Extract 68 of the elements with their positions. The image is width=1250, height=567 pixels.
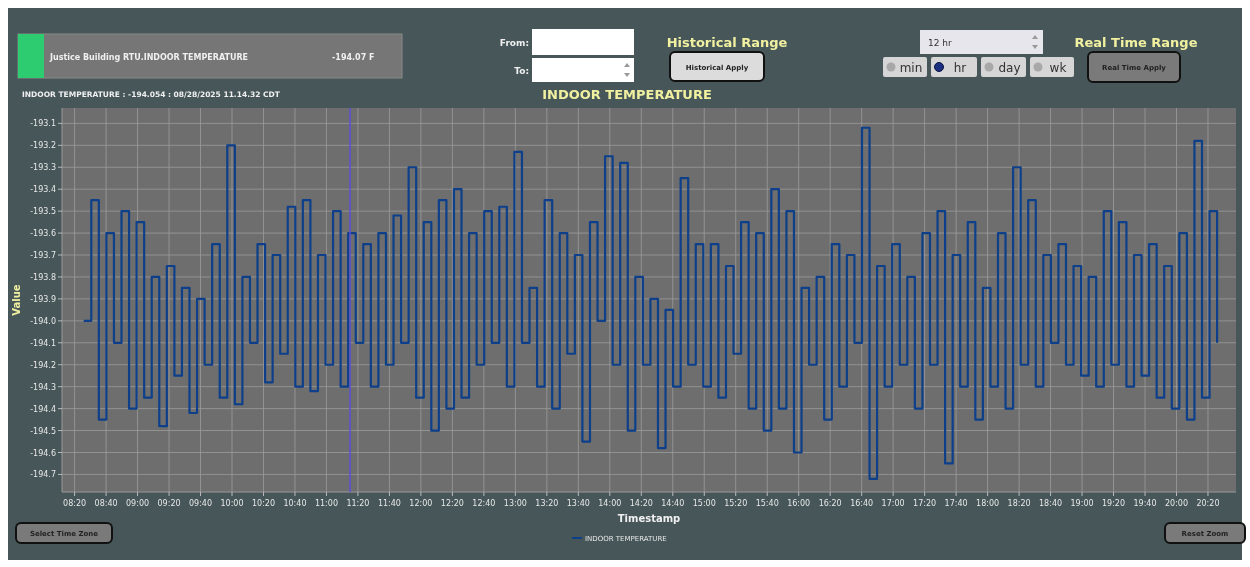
y-tick-label: -193.4 (30, 185, 56, 195)
x-tick-label: 13:00 (503, 499, 527, 508)
x-tick-label: 11:00 (314, 499, 338, 508)
text: hr (953, 61, 967, 75)
y-tick-label: -193.2 (30, 141, 56, 151)
y-tick-label: -193.7 (30, 251, 56, 261)
x-tick-label: 14:40 (661, 499, 685, 508)
x-tick-label: 18:20 (1007, 499, 1031, 508)
x-tick-label: 13:40 (566, 499, 590, 508)
y-tick-label: -193.5 (30, 207, 56, 217)
y-tick-label: -193.6 (30, 229, 56, 239)
y-tick-label: -194.3 (30, 382, 56, 392)
x-tick-label: 17:00 (881, 499, 905, 508)
y-tick-label: -194.5 (30, 426, 56, 436)
y-tick-label: -194.7 (30, 470, 56, 480)
x-tick-label: 16:20 (818, 499, 842, 508)
x-tick-label: 08:40 (94, 499, 118, 508)
y-tick-label: -194.4 (30, 404, 56, 414)
y-tick-label: -194.6 (30, 448, 56, 458)
x-tick-label: 19:40 (1133, 499, 1157, 508)
x-tick-label: 15:20 (724, 499, 748, 508)
y-tick-label: -193.3 (30, 163, 56, 173)
x-tick-label: 18:40 (1039, 499, 1063, 508)
x-tick-label: 10:20 (251, 499, 276, 508)
x-tick-label: 09:00 (126, 499, 150, 508)
x-tick-label: 14:20 (629, 499, 653, 508)
x-tick-label: 16:40 (850, 499, 874, 508)
x-tick-label: 13:20 (535, 499, 559, 508)
x-tick-label: 18:00 (976, 499, 1000, 508)
text: min (899, 61, 923, 75)
x-tick-label: 17:20 (913, 499, 937, 508)
text: Justice Building RTU.INDOOR TEMPERATURE (49, 53, 249, 62)
text: Historical Range (666, 35, 788, 50)
text: 12 hr (928, 38, 953, 48)
y-tick-label: -194.1 (30, 338, 56, 348)
x-tick-label: 20:20 (1196, 499, 1220, 508)
y-tick-label: -194.2 (30, 360, 56, 370)
x-tick-label: 10:40 (283, 499, 307, 508)
x-tick-label: 20:00 (1164, 499, 1189, 508)
text: -194.07 F (332, 53, 375, 62)
x-tick-label: 09:40 (189, 499, 213, 508)
text: Real Time Range (1074, 35, 1198, 50)
x-tick-label: 11:40 (377, 499, 401, 508)
text: wk (1049, 61, 1067, 75)
y-tick-label: -193.1 (30, 119, 56, 129)
x-tick-label: 10:00 (220, 499, 244, 508)
text: day (998, 61, 1021, 75)
x-tick-label: 12:40 (472, 499, 496, 508)
x-tick-label: 19:00 (1070, 499, 1094, 508)
y-tick-label: -194.0 (30, 316, 56, 326)
x-tick-label: 12:20 (440, 499, 464, 508)
x-tick-label: 09:20 (157, 499, 181, 508)
y-axis-title: Value (11, 284, 22, 316)
x-tick-label: 08:20 (63, 499, 87, 508)
x-tick-label: 15:00 (692, 499, 716, 508)
x-axis-title: Timestamp (617, 513, 681, 524)
x-tick-label: 11:20 (346, 499, 370, 508)
x-tick-label: 19:20 (1102, 499, 1126, 508)
x-tick-label: 17:40 (944, 499, 968, 508)
x-tick-label: 16:00 (787, 499, 811, 508)
y-tick-label: -193.8 (30, 272, 56, 282)
text: To: (514, 66, 529, 76)
chart-title: INDOOR TEMPERATURE (542, 87, 712, 102)
y-tick-label: -193.9 (30, 294, 56, 304)
x-tick-label: 12:00 (409, 499, 433, 508)
x-tick-label: 15:40 (755, 499, 779, 508)
text: From: (499, 38, 529, 48)
x-tick-label: 14:00 (598, 499, 622, 508)
